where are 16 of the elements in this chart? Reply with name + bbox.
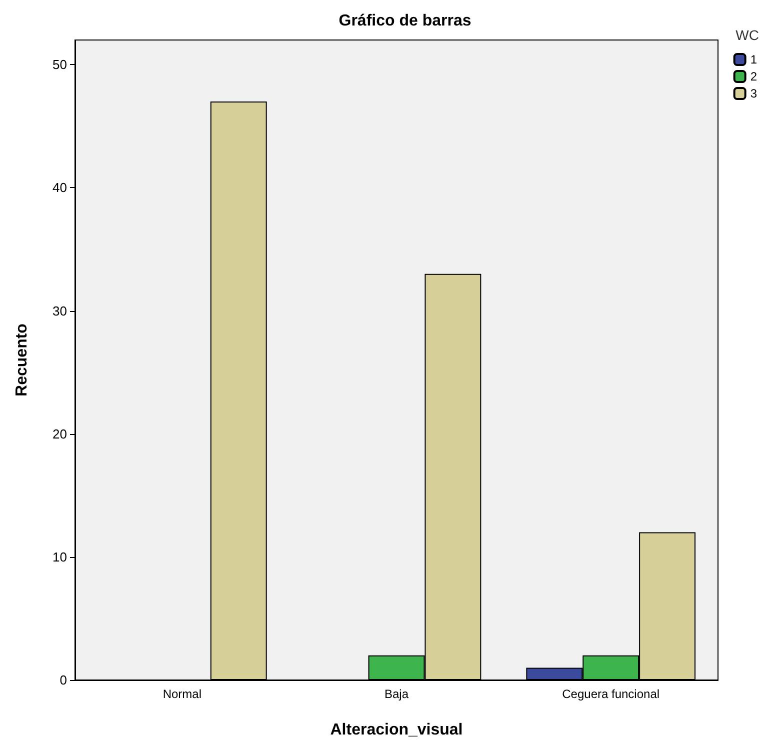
x-tick-label: Normal: [162, 687, 202, 701]
y-tick-label: 40: [52, 180, 67, 196]
y-tick-label: 20: [52, 426, 67, 442]
x-tick-label: Ceguera funcional: [562, 687, 660, 701]
legend-title: WC: [736, 27, 760, 43]
legend-label: 1: [750, 52, 758, 66]
y-tick-label: 0: [60, 672, 67, 688]
legend-label: 3: [750, 86, 758, 100]
y-axis-title: Recuento: [14, 323, 30, 396]
legend-label: 2: [750, 70, 758, 84]
y-tick-label: 50: [52, 57, 67, 72]
chart-title: Gráfico de barras: [338, 12, 472, 30]
x-tick-label: Baja: [384, 687, 409, 701]
y-tick-label: 10: [52, 549, 67, 564]
x-axis-title: Alteracion_visual: [330, 722, 463, 738]
y-tick-label: 30: [52, 303, 67, 318]
